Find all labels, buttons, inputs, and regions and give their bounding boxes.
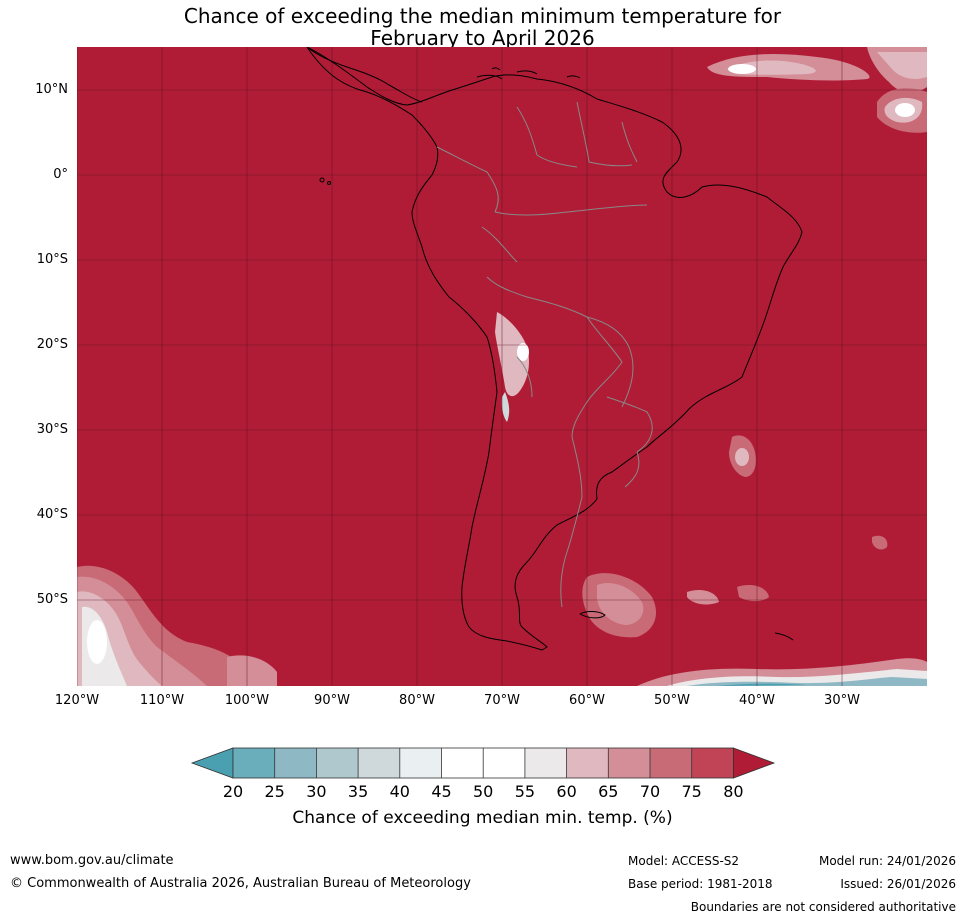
copyright-notice: © Commonwealth of Australia 2026, Austra…: [10, 876, 471, 891]
lon-label-60w: 60°W: [569, 693, 605, 708]
graticule: [77, 47, 927, 686]
country-borders: [436, 101, 653, 608]
lat-label-20s: 20°S: [36, 337, 68, 352]
colorbar-arrow-high: [733, 747, 776, 779]
contour-patches: [77, 47, 927, 686]
issued-date: Issued: 26/01/2026: [840, 877, 956, 891]
colorbar-segment: [316, 748, 359, 778]
map-canvas: [77, 47, 927, 686]
colorbar-tick: 20: [222, 782, 244, 801]
base-period: Base period: 1981-2018: [628, 877, 773, 891]
lon-label-40w: 40°W: [739, 693, 775, 708]
lat-label-30s: 30°S: [36, 422, 68, 437]
lat-label-40s: 40°S: [36, 507, 68, 522]
colorbar-tick: 80: [723, 782, 744, 801]
colorbar-segment: [608, 748, 650, 778]
colorbar-segment: [483, 748, 525, 778]
colorbar-label: Chance of exceeding median min. temp. (%…: [292, 808, 673, 828]
lon-label-120w: 120°W: [54, 693, 100, 708]
website-link[interactable]: www.bom.gov.au/climate: [10, 853, 174, 868]
map-title-line-1: Chance of exceeding the median minimum t…: [183, 4, 782, 28]
lon-label-110w: 110°W: [139, 693, 185, 708]
model-run-date: Model run: 24/01/2026: [818, 854, 956, 868]
coastlines: [306, 47, 803, 651]
colorbar-segment: [233, 748, 275, 778]
colorbar-tick: 30: [306, 782, 327, 801]
lon-label-70w: 70°W: [484, 693, 520, 708]
lon-label-90w: 90°W: [314, 693, 350, 708]
colorbar: [190, 747, 776, 779]
lon-label-80w: 80°W: [399, 693, 435, 708]
boundary-disclaimer: Boundaries are not considered authoritat…: [690, 900, 956, 914]
colorbar-tick: 25: [264, 782, 285, 801]
colorbar-tick: 60: [556, 782, 577, 801]
colorbar-segment: [650, 748, 692, 778]
colorbar-tick: 40: [389, 782, 410, 801]
colorbar-arrow-low: [190, 747, 234, 779]
colorbar-segment: [566, 748, 609, 778]
colorbar-tick: 70: [639, 782, 661, 801]
lon-label-50w: 50°W: [654, 693, 690, 708]
colorbar-tick: 55: [514, 782, 536, 801]
colorbar-tick: 75: [681, 782, 702, 801]
lon-label-100w: 100°W: [224, 693, 270, 708]
probability-map: [77, 47, 927, 686]
model-name: Model: ACCESS-S2: [628, 854, 740, 868]
colorbar-segment: [524, 748, 567, 778]
colorbar-tick: 35: [347, 782, 369, 801]
colorbar-segment: [441, 748, 484, 778]
colorbar-segment: [274, 748, 317, 778]
colorbar-tick: 45: [431, 782, 452, 801]
map-title-line-2: February to April 2026: [370, 26, 595, 50]
colorbar-tick: 65: [598, 782, 619, 801]
lat-label-10s: 10°S: [36, 252, 68, 267]
colorbar-segment: [399, 748, 442, 778]
lon-label-30w: 30°W: [824, 693, 860, 708]
colorbar-tick: 50: [473, 782, 494, 801]
lat-label-0: 0°: [53, 167, 68, 182]
colorbar-segment: [358, 748, 400, 778]
lat-label-50s: 50°S: [36, 592, 68, 607]
colorbar-segment: [691, 748, 734, 778]
lat-label-10n: 10°N: [35, 82, 68, 97]
